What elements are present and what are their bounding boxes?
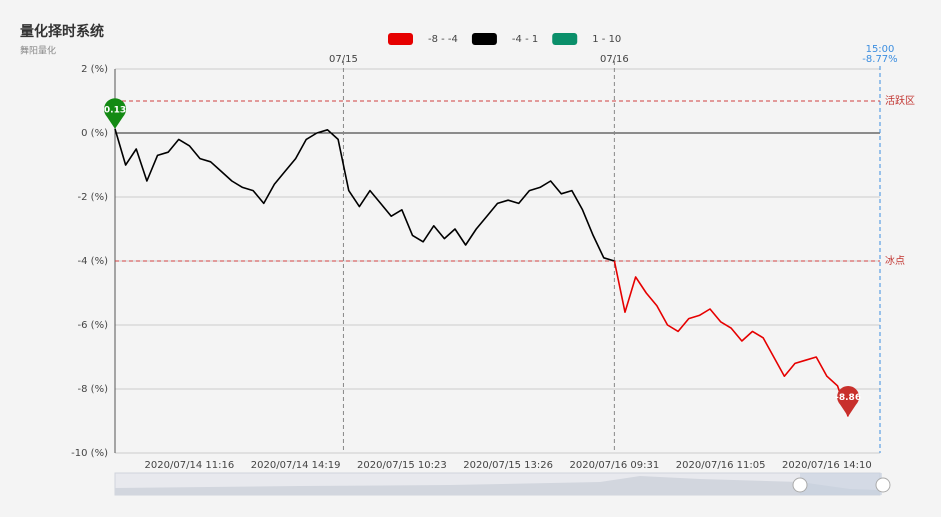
line-segment: [613, 260, 849, 417]
data-zoom[interactable]: [114, 472, 891, 496]
day-label: 07/16: [600, 54, 629, 65]
zoom-area: [115, 476, 880, 495]
x-tick-label: 2020/07/16 09:31: [570, 460, 660, 471]
y-tick-label: -10 (%): [71, 448, 108, 459]
legend-swatch: [471, 33, 497, 45]
end-time: 15:00: [866, 44, 895, 55]
x-tick-label: 2020/07/14 11:16: [145, 460, 235, 471]
legend-label: -4 - 1: [512, 34, 538, 45]
x-tick-label: 2020/07/16 11:05: [676, 460, 766, 471]
zoom-window[interactable]: [800, 473, 882, 495]
threshold-label: 冰点: [885, 254, 905, 267]
day-label: 07/15: [329, 54, 358, 65]
x-tick-label: 2020/07/16 14:10: [782, 460, 872, 471]
x-tick-label: 2020/07/15 10:23: [357, 460, 447, 471]
zoom-handle[interactable]: [875, 477, 891, 493]
line-segment: [114, 128, 615, 262]
y-tick-label: -8 (%): [78, 384, 109, 395]
legend-swatch: [388, 33, 413, 45]
x-tick-label: 2020/07/14 14:19: [251, 460, 341, 471]
marker-pin: [104, 98, 127, 129]
end-change: -8.77%: [862, 54, 897, 65]
legend-swatch: [552, 33, 578, 45]
marker-label: -8.86: [835, 393, 861, 403]
y-tick-label: 0 (%): [81, 128, 108, 139]
chart-subtitle: 舞阳量化: [20, 45, 56, 57]
legend-label: -8 - -4: [428, 34, 458, 45]
legend-label: 1 - 10: [592, 34, 621, 45]
marker-label: 0.13: [104, 105, 126, 115]
chart-title: 量化择时系统: [20, 23, 104, 40]
y-tick-label: -4 (%): [78, 256, 109, 267]
x-tick-label: 2020/07/15 13:26: [463, 460, 553, 471]
y-tick-label: 2 (%): [81, 64, 108, 75]
threshold-label: 活跃区: [885, 95, 915, 107]
marker-pin: [837, 385, 860, 417]
y-tick-label: -2 (%): [78, 192, 109, 203]
zoom-handle[interactable]: [792, 477, 808, 493]
y-tick-label: -6 (%): [78, 320, 109, 331]
